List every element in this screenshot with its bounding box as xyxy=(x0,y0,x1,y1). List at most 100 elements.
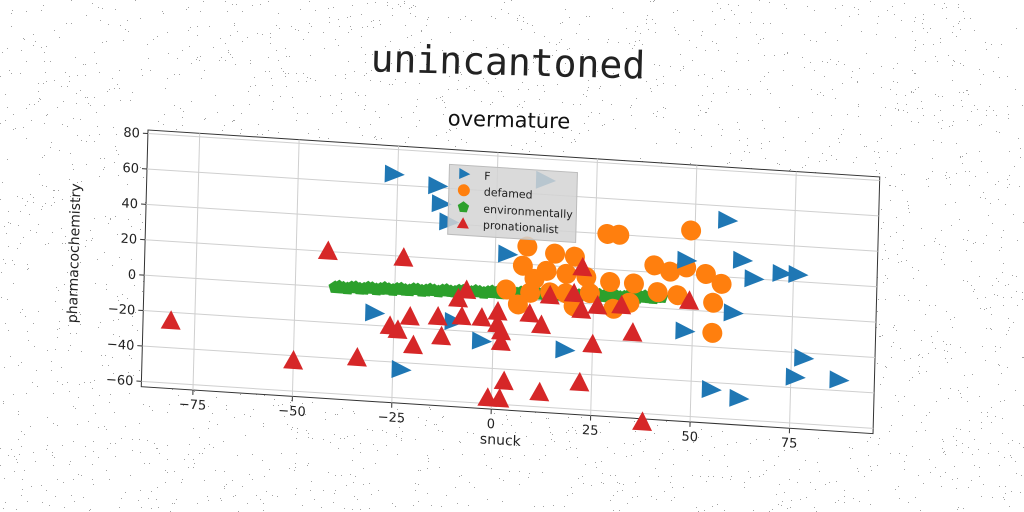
y-gridline xyxy=(142,345,875,394)
f-point xyxy=(498,244,519,263)
pronationalist-point xyxy=(403,334,424,355)
pronationalist-point xyxy=(587,295,608,315)
pronationalist-point xyxy=(427,306,448,326)
x-gridline xyxy=(789,171,797,429)
legend-entry-f: F xyxy=(459,167,491,183)
legend-marker-pronationalist xyxy=(456,217,469,229)
pronationalist-point xyxy=(493,370,514,391)
f-point xyxy=(431,194,452,213)
f-point xyxy=(829,370,850,389)
x-tick-label: −75 xyxy=(179,397,207,414)
chart-title: overmature xyxy=(448,106,571,133)
defamed-point xyxy=(517,236,538,257)
legend-label-pronationalist: pronationalist xyxy=(483,219,560,237)
pronationalist-point xyxy=(456,279,477,300)
defamed-point xyxy=(681,220,702,241)
pronationalist-point xyxy=(531,314,552,335)
y-gridline xyxy=(143,310,876,359)
x-axis-label: snuck xyxy=(480,431,522,450)
pronationalist-point xyxy=(490,331,511,351)
defamed-point xyxy=(644,255,665,276)
x-tick-label: −25 xyxy=(378,410,406,427)
f-point xyxy=(772,263,793,282)
pronationalist-point xyxy=(569,371,590,392)
legend-marker-environmentally xyxy=(457,201,470,213)
f-point xyxy=(555,340,576,359)
y-tick-label: −20 xyxy=(108,302,136,319)
f-point xyxy=(365,303,386,322)
plot-area: −75 −50 −25 0 25 50 75 −60 −40 −20 0 20 40 60 80 snuc… xyxy=(65,125,881,452)
y-tick-label: 40 xyxy=(121,196,138,212)
f-point xyxy=(744,269,765,288)
x-tick-label: 75 xyxy=(781,436,798,452)
pronationalist-point xyxy=(283,349,304,370)
legend-label-environmentally: environmentally xyxy=(483,203,573,222)
pronationalist-point xyxy=(471,307,492,327)
x-tick-label: 25 xyxy=(582,423,599,439)
y-tick-label: 0 xyxy=(128,268,137,284)
defamed-point xyxy=(512,255,533,276)
pronationalist-point xyxy=(529,381,550,402)
defamed-point xyxy=(695,263,716,284)
x-gridline xyxy=(192,133,201,391)
legend-label-f: F xyxy=(484,170,491,183)
y-tick-label: −60 xyxy=(106,373,134,390)
pronationalist-point xyxy=(572,256,593,277)
pronationalist-point xyxy=(379,315,400,336)
x-tick-label: −50 xyxy=(278,403,306,420)
pronationalist-point xyxy=(679,290,700,310)
pronationalist-point xyxy=(399,306,420,326)
pronationalist-point xyxy=(489,388,510,408)
f-point xyxy=(675,321,696,340)
f-point xyxy=(729,388,750,407)
defamed-point xyxy=(496,279,517,300)
defamed-point xyxy=(702,322,723,343)
defamed-point xyxy=(524,268,545,289)
y-gridline xyxy=(147,133,880,182)
x-tick-label: 0 xyxy=(486,417,495,433)
defamed-point xyxy=(647,282,668,303)
legend-marker-defamed xyxy=(457,184,470,197)
f-point xyxy=(428,176,449,195)
pronationalist-point xyxy=(632,411,653,431)
pronationalist-point xyxy=(563,282,584,303)
f-point xyxy=(785,367,806,386)
defamed-point xyxy=(660,261,681,282)
pronationalist-point xyxy=(491,320,512,341)
legend-marker-f xyxy=(459,167,471,179)
legend-entry-pronationalist: pronationalist xyxy=(456,217,560,237)
defamed-point xyxy=(600,271,621,293)
x-axis-ticks: −75 −50 −25 0 25 50 75 xyxy=(179,389,798,452)
pronationalist-point xyxy=(611,294,632,315)
y-tick-label: −40 xyxy=(107,337,135,354)
pronationalist-point xyxy=(582,333,603,354)
legend-entry-environmentally: environmentally xyxy=(457,201,573,222)
pronationalist-point xyxy=(451,305,472,326)
f-point xyxy=(718,210,739,229)
legend-label-defamed: defamed xyxy=(484,186,533,202)
pronationalist-point xyxy=(487,301,508,321)
defamed-point xyxy=(556,263,577,284)
pronationalist-point xyxy=(317,240,338,261)
f-point xyxy=(788,264,809,283)
f-point xyxy=(701,379,722,398)
y-tick-label: 60 xyxy=(122,161,139,177)
x-gridline xyxy=(391,146,400,403)
pronationalist-point xyxy=(431,325,452,346)
defamed-point xyxy=(579,283,600,304)
f-point xyxy=(391,360,412,379)
defamed-point xyxy=(545,243,566,264)
defamed-point xyxy=(609,224,630,245)
legend: F defamed environmentally pronationalist xyxy=(447,163,578,244)
defamed-point xyxy=(711,273,732,294)
legend-box xyxy=(447,163,578,244)
f-point xyxy=(471,331,493,350)
legend-entry-defamed: defamed xyxy=(457,184,533,202)
f-point xyxy=(677,250,698,269)
pronationalist-point xyxy=(346,346,367,367)
defamed-point xyxy=(703,292,724,313)
pronationalist-point xyxy=(539,284,560,305)
data-markers xyxy=(160,164,850,431)
y-axis-ticks: −60 −40 −20 0 20 40 60 80 xyxy=(106,125,148,390)
